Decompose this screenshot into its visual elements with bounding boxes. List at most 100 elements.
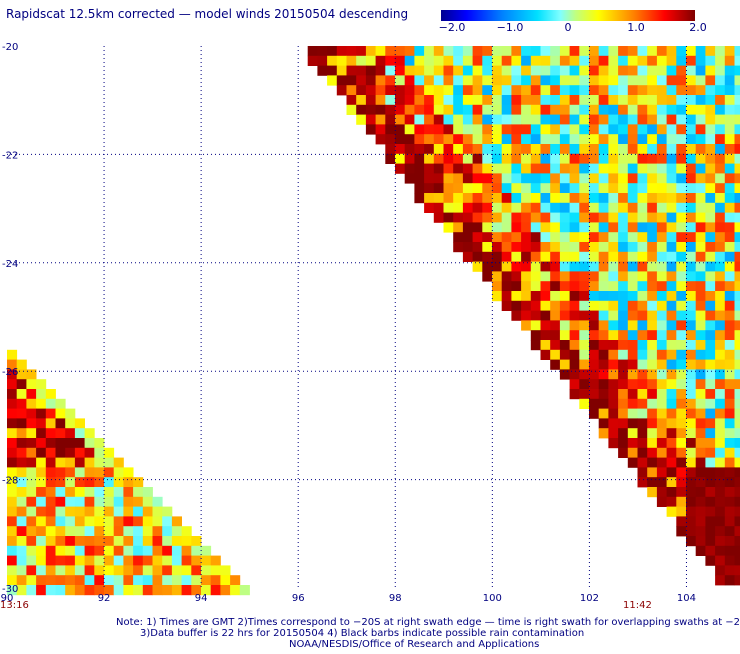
wind-cell: [327, 46, 337, 56]
wind-cell: [686, 418, 696, 428]
longitude-tick-label: 96: [292, 593, 305, 604]
wind-cell: [434, 56, 444, 66]
wind-cell: [376, 75, 386, 85]
wind-cell: [75, 575, 85, 585]
wind-cell: [75, 448, 85, 458]
wind-cell: [482, 75, 492, 85]
wind-cell: [667, 458, 677, 468]
wind-cell: [589, 301, 599, 311]
wind-cell: [579, 46, 589, 56]
wind-cell: [211, 556, 221, 566]
wind-cell: [725, 56, 735, 66]
wind-cell: [347, 85, 357, 95]
wind-cell: [638, 389, 648, 399]
wind-cell: [570, 252, 580, 262]
wind-cell: [521, 46, 531, 56]
wind-cell: [638, 271, 648, 281]
wind-cell: [7, 389, 17, 399]
wind-cell: [36, 536, 46, 546]
wind-cell: [725, 75, 735, 85]
wind-cell: [676, 213, 686, 223]
wind-cell: [628, 232, 638, 242]
wind-cell: [686, 389, 696, 399]
wind-cell: [599, 330, 609, 340]
wind-cell: [599, 56, 609, 66]
wind-cell: [434, 213, 444, 223]
wind-cell: [686, 95, 696, 105]
wind-cell: [686, 311, 696, 321]
wind-cell: [104, 575, 114, 585]
wind-cell: [628, 115, 638, 125]
wind-cell: [696, 66, 706, 76]
wind-cell: [385, 75, 395, 85]
wind-cell: [570, 124, 580, 134]
wind-cell: [570, 301, 580, 311]
wind-cell: [696, 438, 706, 448]
wind-cell: [589, 154, 599, 164]
wind-cell: [143, 575, 153, 585]
wind-cell: [686, 232, 696, 242]
wind-cell: [628, 213, 638, 223]
wind-cell: [647, 46, 657, 56]
wind-cell: [696, 350, 706, 360]
wind-cell: [560, 262, 570, 272]
wind-cell: [686, 173, 696, 183]
wind-cell: [647, 350, 657, 360]
wind-cell: [696, 222, 706, 232]
wind-cell: [502, 222, 512, 232]
wind-cell: [560, 369, 570, 379]
wind-cell: [618, 222, 628, 232]
wind-cell: [705, 301, 715, 311]
wind-cell: [143, 536, 153, 546]
wind-cell: [667, 213, 677, 223]
wind-cell: [715, 193, 725, 203]
wind-cell: [735, 213, 740, 223]
wind-cell: [570, 56, 580, 66]
wind-cell: [317, 56, 327, 66]
wind-cell: [628, 222, 638, 232]
wind-cell: [385, 56, 395, 66]
wind-cell: [172, 536, 182, 546]
wind-cell: [114, 507, 124, 517]
wind-cell: [657, 320, 667, 330]
wind-cell: [26, 448, 36, 458]
wind-cell: [560, 203, 570, 213]
wind-cell: [589, 340, 599, 350]
wind-cell: [705, 340, 715, 350]
wind-cell: [657, 428, 667, 438]
wind-cell: [153, 575, 163, 585]
wind-cell: [444, 134, 454, 144]
wind-cell: [482, 66, 492, 76]
wind-cell: [570, 271, 580, 281]
wind-cell: [395, 124, 405, 134]
wind-cell: [638, 350, 648, 360]
wind-cell: [735, 281, 740, 291]
wind-cell: [696, 399, 706, 409]
footer-credit: NOAA/NESDIS/Office of Research and Appli…: [289, 639, 539, 650]
wind-cell: [473, 154, 483, 164]
wind-cell: [444, 66, 454, 76]
wind-cell: [56, 585, 66, 595]
wind-cell: [570, 105, 580, 115]
wind-cell: [686, 360, 696, 370]
wind-cell: [725, 438, 735, 448]
wind-cell: [114, 458, 124, 468]
wind-cell: [608, 115, 618, 125]
wind-cell: [143, 585, 153, 595]
wind-cell: [705, 477, 715, 487]
wind-cell: [589, 399, 599, 409]
wind-cell: [608, 340, 618, 350]
wind-cell: [541, 350, 551, 360]
wind-cell: [492, 154, 502, 164]
wind-cell: [7, 516, 17, 526]
wind-cell: [560, 340, 570, 350]
wind-cell: [521, 262, 531, 272]
wind-cell: [511, 164, 521, 174]
wind-cell: [502, 85, 512, 95]
wind-cell: [46, 556, 56, 566]
wind-cell: [618, 330, 628, 340]
wind-cell: [405, 66, 415, 76]
wind-cell: [473, 56, 483, 66]
wind-cell: [686, 213, 696, 223]
wind-cell: [550, 193, 560, 203]
